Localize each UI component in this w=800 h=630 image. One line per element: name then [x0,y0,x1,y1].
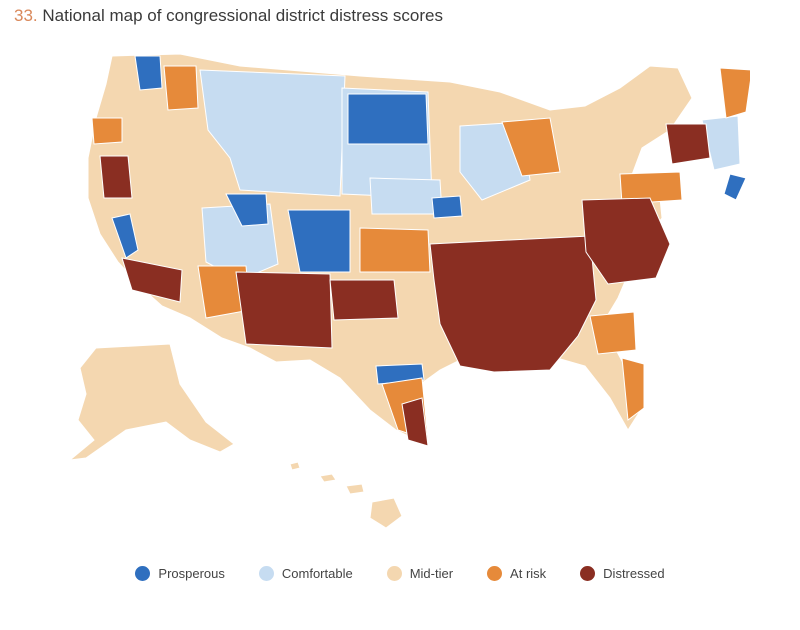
legend-swatch [580,566,596,581]
legend-label: Distressed [603,566,665,581]
map-svg [68,53,750,529]
region-comfortable-mountain-west [199,69,346,197]
region-prosperous-seattle [134,55,163,91]
region-distressed-south-texas [401,397,429,447]
legend-swatch [135,566,151,581]
legend-swatch [487,566,503,581]
region-at-risk-kansas [359,227,431,273]
us-district-map [30,48,750,548]
legend-item-mid-tier: Mid-tier [386,566,454,581]
region-prosperous-colorado [287,209,351,273]
figure-title: 33. National map of congressional distri… [14,6,443,26]
region-at-risk-michigan [501,117,561,177]
legend-item-distressed: Distressed [580,566,665,581]
region-prosperous-minnesota [431,195,463,219]
figure-title-text: National map of congressional district d… [42,6,443,25]
legend-item-comfortable: Comfortable [258,566,353,581]
region-at-risk-oregon [91,117,123,145]
region-distressed-oklahoma [329,279,399,321]
figure-number: 33. [14,6,38,25]
region-distressed-new-york [665,123,711,165]
legend: Prosperous Comfortable Mid-tier At risk Dist… [0,566,800,581]
legend-label: Comfortable [281,566,353,581]
region-at-risk-florida [621,357,645,421]
alaska-outline [68,343,235,461]
legend-label: Prosperous [158,566,225,581]
legend-label: Mid-tier [409,566,454,581]
region-at-risk-georgia [589,311,637,355]
legend-swatch [386,566,402,581]
region-at-risk-washington [163,65,199,111]
region-prosperous-north-dakota [347,93,429,145]
region-prosperous-utah [225,193,269,227]
legend-item-at-risk: At risk [487,566,546,581]
region-at-risk-maine [719,67,750,119]
region-distressed-southern-california [121,257,183,303]
legend-swatch [258,566,274,581]
region-prosperous-northeast [723,173,747,201]
region-distressed-southeast [429,235,597,373]
hawaii-islands [289,461,403,529]
region-comfortable-nebraska [369,177,443,215]
region-prosperous-california [111,213,139,259]
legend-label: At risk [510,566,547,581]
region-distressed-northern-california [99,155,133,199]
legend-item-prosperous: Prosperous [135,566,225,581]
region-distressed-appalachia [581,197,671,285]
region-distressed-new-mexico [235,271,333,349]
region-at-risk-pennsylvania [619,171,683,205]
